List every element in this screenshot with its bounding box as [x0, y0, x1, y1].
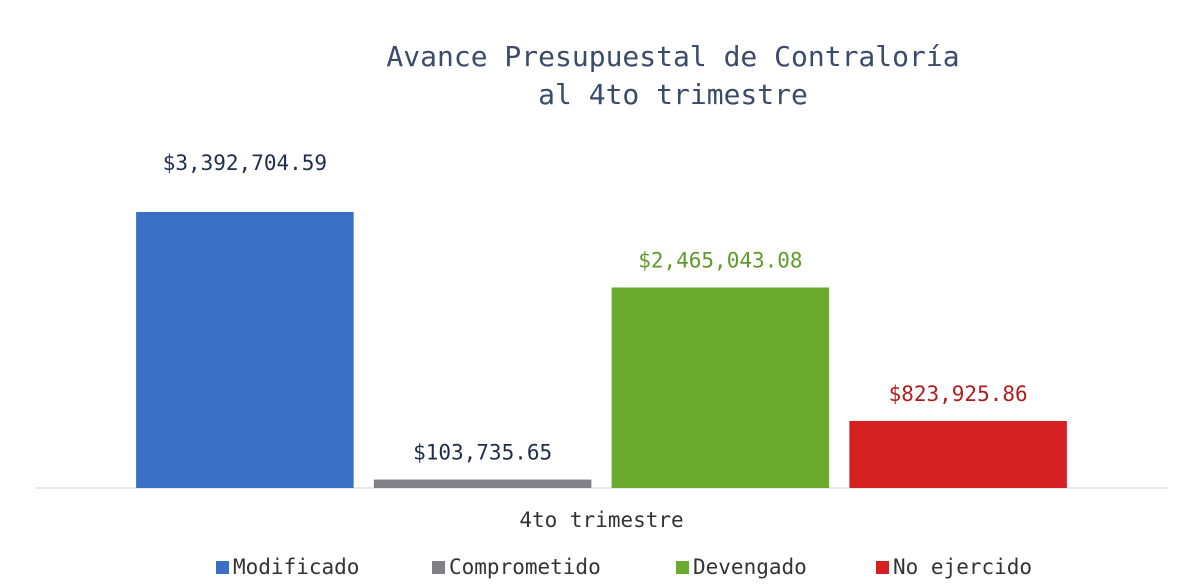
- legend-swatch: [216, 561, 229, 574]
- bar: [136, 212, 354, 488]
- legend-label: Comprometido: [449, 555, 601, 579]
- data-label: $823,925.86: [889, 382, 1028, 406]
- bar: [373, 479, 592, 488]
- legend-swatch: [676, 561, 689, 574]
- chart-title: al 4to trimestre: [538, 78, 808, 111]
- legend-label: No ejercido: [893, 555, 1032, 579]
- legend-swatch: [432, 561, 445, 574]
- data-label: $2,465,043.08: [638, 248, 802, 272]
- data-label: $3,392,704.59: [163, 151, 327, 175]
- bar: [849, 420, 1067, 488]
- bar: [611, 287, 830, 488]
- x-tick-label: 4to trimestre: [519, 508, 683, 532]
- legend-label: Modificado: [233, 555, 359, 579]
- legend-swatch: [876, 561, 889, 574]
- legend-label: Devengado: [693, 555, 807, 579]
- chart-title: Avance Presupuestal de Contraloría: [386, 40, 959, 73]
- data-label: $103,735.65: [413, 441, 552, 465]
